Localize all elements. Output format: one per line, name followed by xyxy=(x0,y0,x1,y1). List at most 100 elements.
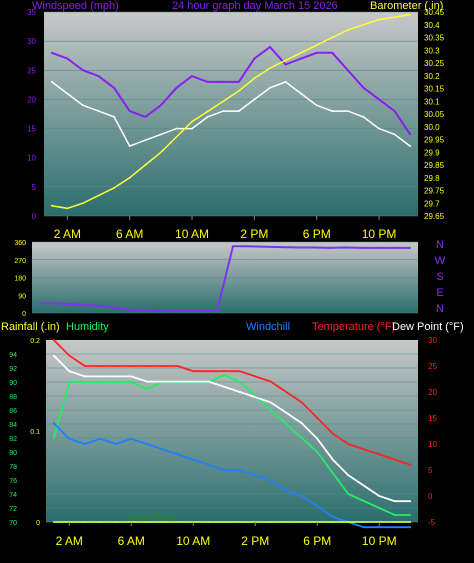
data-point xyxy=(223,374,226,376)
y-tick-label-right: 29.75 xyxy=(424,187,445,196)
data-point xyxy=(238,391,241,393)
data-point xyxy=(68,354,71,357)
y-tick-label: 90 xyxy=(18,293,26,300)
y-tick-label-humidity: 76 xyxy=(9,478,17,485)
data-point xyxy=(52,521,55,523)
data-point xyxy=(269,380,272,383)
y-tick-label-temperature: -5 xyxy=(428,518,436,527)
data-point xyxy=(144,116,147,118)
time-tick-label: 10 PM xyxy=(362,227,397,241)
data-point xyxy=(175,86,178,89)
data-point xyxy=(52,354,55,357)
data-point xyxy=(55,302,58,305)
series-line-barometer xyxy=(51,13,411,210)
data-point xyxy=(315,51,318,54)
data-point xyxy=(238,381,241,383)
y-tick-label-right: 30.4 xyxy=(424,21,440,30)
time-tick-label: 2 PM xyxy=(241,534,269,548)
data-point xyxy=(347,521,350,523)
y-tick-label-left: 25 xyxy=(27,66,36,75)
data-point xyxy=(300,422,303,425)
moon-rise-label: Moon Rise xyxy=(126,513,174,524)
data-point xyxy=(393,16,396,18)
data-point xyxy=(378,495,381,497)
data-point xyxy=(269,479,272,482)
time-tick-label: 10 PM xyxy=(362,534,397,548)
data-point xyxy=(253,57,256,60)
data-point xyxy=(114,521,117,523)
temperature-label: Temperature (°F) xyxy=(312,321,395,333)
y-tick-label-humidity: 92 xyxy=(9,366,17,373)
data-point xyxy=(280,246,283,249)
data-point xyxy=(222,81,225,83)
series-line-humidity xyxy=(52,374,411,516)
data-point xyxy=(269,67,271,69)
y-tick-label-temperature: 10 xyxy=(428,440,437,449)
series-line-temperature xyxy=(53,339,411,466)
data-point xyxy=(331,458,334,461)
series-line-wind-avg xyxy=(51,81,411,148)
compass-letter: N xyxy=(436,303,444,315)
wind-baro-panel: 0 5 10 15 20 25 30 35 29.65 29.7 29.75 29.8 29.85 29… xyxy=(27,8,444,221)
data-point xyxy=(315,104,318,107)
y-tick-label-right: 29.85 xyxy=(424,161,445,170)
data-point xyxy=(223,370,226,373)
data-point xyxy=(409,463,412,466)
data-point xyxy=(144,139,147,142)
data-point xyxy=(300,521,303,523)
data-point xyxy=(331,110,334,112)
data-point xyxy=(113,86,116,89)
data-point xyxy=(135,309,138,312)
data-point xyxy=(393,500,396,503)
y-tick-label-left: 20 xyxy=(27,95,36,104)
data-point xyxy=(331,36,334,39)
data-point xyxy=(393,521,396,523)
data-point xyxy=(50,51,53,54)
data-point xyxy=(128,176,131,179)
data-point xyxy=(128,145,131,147)
data-point xyxy=(378,127,380,130)
data-point xyxy=(130,437,133,440)
dew-point-label: Dew Point (°F) xyxy=(392,321,464,333)
y-tick-label-rainfall: 0.1 xyxy=(30,429,40,436)
y-tick-label-right: 30.0 xyxy=(424,123,440,132)
time-tick-label: 2 AM xyxy=(54,227,81,241)
data-point xyxy=(223,521,226,523)
data-point xyxy=(103,304,106,307)
data-point xyxy=(114,375,117,378)
data-point xyxy=(39,302,42,305)
y-tick-label-humidity: 74 xyxy=(9,492,17,499)
data-point xyxy=(113,187,116,189)
data-point xyxy=(285,411,288,414)
data-point xyxy=(130,365,133,367)
data-point xyxy=(192,458,195,461)
data-point xyxy=(183,310,186,313)
data-point xyxy=(362,484,365,487)
data-point xyxy=(145,380,148,383)
data-point xyxy=(66,57,69,60)
data-point xyxy=(66,207,69,210)
data-point xyxy=(331,432,334,435)
data-point xyxy=(362,23,365,26)
data-point xyxy=(128,110,131,112)
data-point xyxy=(191,127,193,130)
temp-humidity-panel: 70 72 74 76 78 80 82 84 86 88 90 92 94 0 0.1 0.2 -5 0 5 1… xyxy=(9,336,437,529)
data-point xyxy=(254,396,257,399)
data-point xyxy=(331,472,334,474)
data-point xyxy=(316,417,319,419)
data-point xyxy=(362,500,365,502)
data-point xyxy=(378,526,381,529)
data-point xyxy=(346,69,349,72)
data-point xyxy=(409,521,412,523)
data-point xyxy=(151,309,154,312)
data-point xyxy=(207,380,210,383)
data-point xyxy=(300,401,303,404)
y-tick-label-humidity: 86 xyxy=(9,408,17,415)
data-point xyxy=(360,246,363,249)
y-tick-label: 180 xyxy=(14,276,26,283)
data-point xyxy=(71,303,74,306)
data-point xyxy=(52,437,55,439)
data-point xyxy=(97,110,100,112)
